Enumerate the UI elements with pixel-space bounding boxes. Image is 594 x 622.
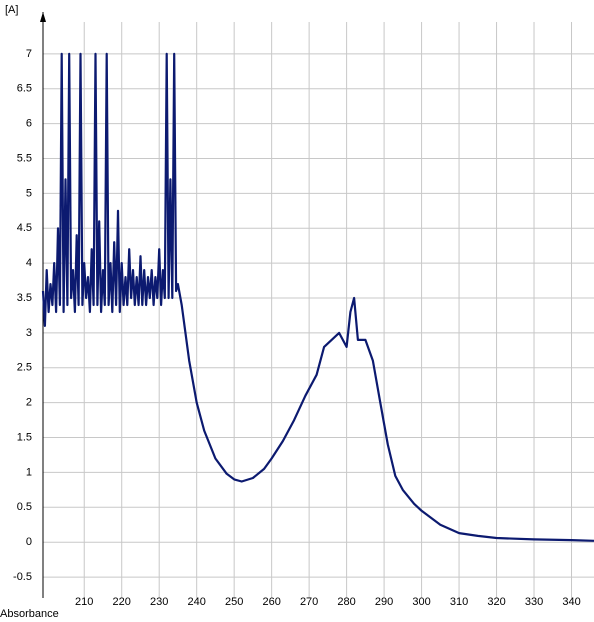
y-tick-label: 2.5 <box>17 362 32 374</box>
y-tick-label: 6 <box>26 118 32 130</box>
spectrum-line <box>41 52 594 542</box>
y-tick-label: 1 <box>26 466 32 478</box>
x-tick-label: 280 <box>337 596 355 608</box>
x-tick-label: 300 <box>412 596 430 608</box>
y-tick-label: 3.5 <box>17 292 32 304</box>
x-tick-label: 320 <box>487 596 505 608</box>
y-tick-label: 5 <box>26 187 32 199</box>
y-tick-label: 4 <box>26 257 32 269</box>
x-tick-label: 250 <box>225 596 243 608</box>
y-tick-label: 0.5 <box>17 501 32 513</box>
x-tick-label: 290 <box>375 596 393 608</box>
x-tick-label: 330 <box>525 596 543 608</box>
x-tick-label: 240 <box>188 596 206 608</box>
x-tick-label: 260 <box>262 596 280 608</box>
x-axis-label: Absorbance <box>0 608 59 620</box>
y-tick-label: 7 <box>26 48 32 60</box>
x-tick-label: 210 <box>75 596 93 608</box>
x-tick-label: 340 <box>562 596 580 608</box>
y-tick-label: 4.5 <box>17 222 32 234</box>
x-tick-label: 220 <box>113 596 131 608</box>
y-axis-arrow <box>40 12 46 22</box>
y-tick-label: 0 <box>26 536 32 548</box>
x-tick-label: 310 <box>450 596 468 608</box>
y-tick-label: 3 <box>26 327 32 339</box>
y-tick-label: -0.5 <box>13 571 32 583</box>
x-tick-label: 270 <box>300 596 318 608</box>
y-tick-label: 6.5 <box>17 83 32 95</box>
y-tick-label: 5.5 <box>17 152 32 164</box>
y-tick-label: 1.5 <box>17 431 32 443</box>
y-tick-label: 2 <box>26 397 32 409</box>
x-tick-label: 230 <box>150 596 168 608</box>
y-axis-label: [A] <box>5 4 18 16</box>
